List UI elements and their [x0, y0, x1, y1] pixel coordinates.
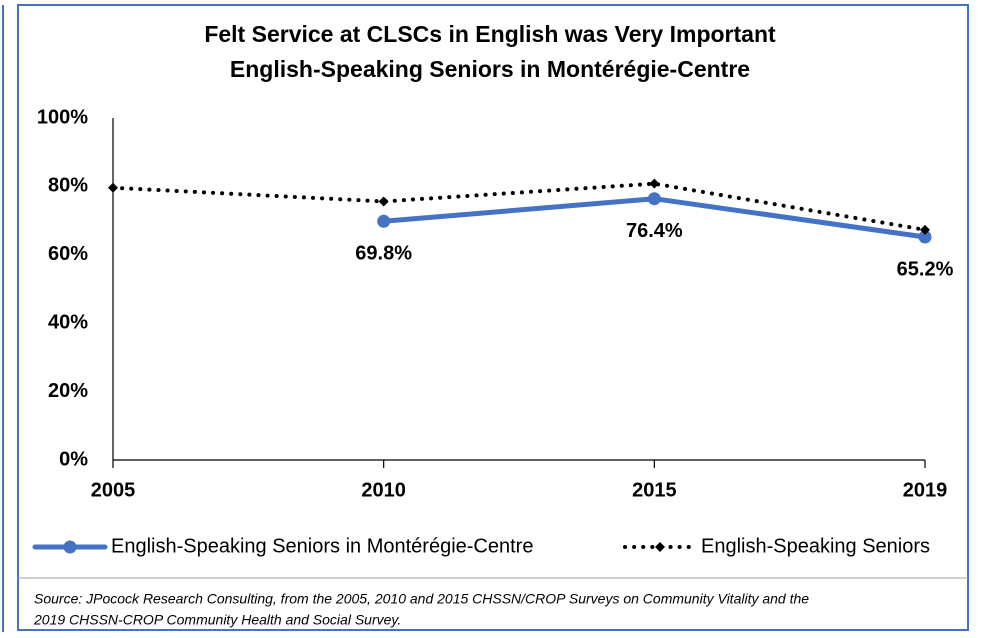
marker: [108, 182, 118, 193]
y-tick-label: 100%: [37, 106, 88, 128]
y-tick-label: 0%: [59, 448, 88, 470]
y-tick-label: 60%: [48, 243, 88, 265]
marker: [918, 230, 932, 244]
source: Source: JPocock Research Consulting, fro…: [34, 591, 809, 607]
y-tick-label: 80%: [48, 175, 88, 197]
data-label: 69.8%: [355, 243, 412, 265]
x-tick-label: 2010: [361, 479, 406, 501]
chart-subtitle: English-Speaking Seniors in Montérégie-C…: [230, 56, 750, 82]
x-tick-label: 2005: [91, 479, 136, 501]
chart-title: Felt Service at CLSCs in English was Ver…: [204, 21, 776, 47]
y-tick-label: 20%: [48, 380, 88, 402]
marker: [920, 224, 930, 235]
legend-marker: [655, 542, 665, 552]
marker: [377, 214, 391, 228]
marker: [378, 196, 389, 207]
x-tick-label: 2019: [903, 479, 948, 501]
data-label: 76.4%: [626, 220, 683, 242]
marker: [649, 178, 660, 189]
y-tick-label: 40%: [48, 311, 88, 333]
marker: [647, 192, 661, 206]
frame: [17, 4, 969, 631]
legend-label: English-Speaking Seniors: [701, 535, 930, 557]
legend-marker: [63, 540, 77, 554]
source: 2019 CHSSN-CROP Community Health and Soc…: [33, 612, 401, 628]
legend-label: English-Speaking Seniors in Montérégie-C…: [111, 535, 533, 557]
data-label: 65.2%: [897, 258, 954, 280]
x-tick-label: 2015: [632, 479, 677, 501]
series-line: [111, 181, 927, 232]
